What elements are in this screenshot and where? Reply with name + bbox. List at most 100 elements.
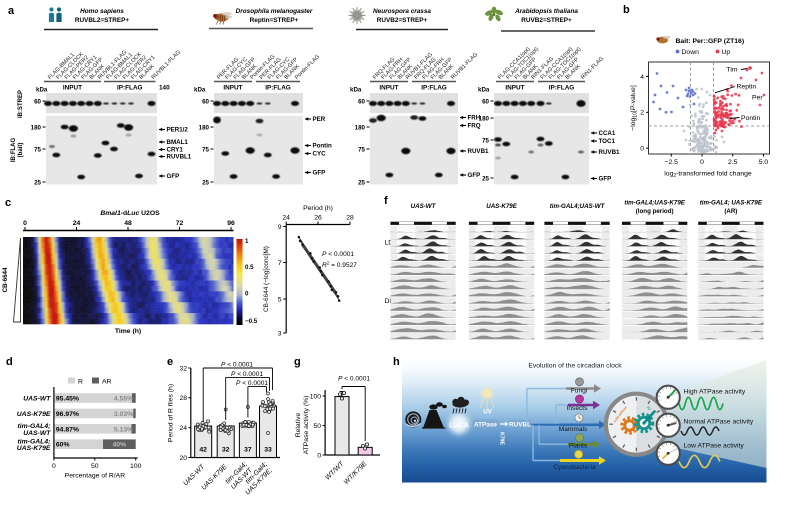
svg-text:IB:STREP: IB:STREP bbox=[18, 90, 24, 118]
svg-text:FRQ: FRQ bbox=[468, 123, 481, 130]
svg-text:CB-6644 (−log[conc]M): CB-6644 (−log[conc]M) bbox=[263, 246, 270, 312]
svg-text:a: a bbox=[8, 5, 15, 17]
svg-text:IP:FLAG: IP:FLAG bbox=[549, 85, 575, 92]
svg-text:50: 50 bbox=[91, 463, 99, 470]
svg-text:Period (h): Period (h) bbox=[303, 205, 333, 212]
svg-text:ATPase: ATPase bbox=[474, 422, 497, 429]
svg-text:25: 25 bbox=[358, 180, 365, 187]
svg-text:R: R bbox=[78, 379, 83, 386]
svg-text:AR: AR bbox=[102, 379, 112, 386]
svg-text:5.0: 5.0 bbox=[759, 159, 769, 166]
svg-text:48: 48 bbox=[124, 220, 132, 227]
svg-text:e: e bbox=[167, 356, 173, 368]
svg-text:7: 7 bbox=[278, 260, 282, 267]
svg-text:Drosophila melanogaster: Drosophila melanogaster bbox=[236, 8, 313, 15]
svg-text:60: 60 bbox=[34, 99, 41, 106]
svg-text:CCA1: CCA1 bbox=[599, 130, 616, 137]
svg-text:CB-6644: CB-6644 bbox=[2, 267, 9, 292]
svg-text:Up: Up bbox=[722, 49, 731, 56]
svg-text:GFP: GFP bbox=[468, 172, 481, 179]
svg-text:Down: Down bbox=[682, 49, 700, 56]
svg-text:Bait: Per::GFP (ZT16): Bait: Per::GFP (ZT16) bbox=[676, 38, 745, 45]
svg-text:180: 180 bbox=[479, 116, 490, 123]
svg-text:Fungi: Fungi bbox=[571, 388, 588, 395]
svg-text:75: 75 bbox=[202, 147, 209, 154]
svg-text:P < 0.0001: P < 0.0001 bbox=[236, 380, 268, 387]
svg-text:100: 100 bbox=[130, 463, 142, 470]
svg-text:0: 0 bbox=[245, 291, 249, 298]
svg-text:25: 25 bbox=[202, 180, 209, 187]
svg-text:RUVBL2=STREP+: RUVBL2=STREP+ bbox=[75, 17, 130, 24]
svg-text:0: 0 bbox=[700, 159, 704, 166]
svg-text:GFP: GFP bbox=[599, 176, 612, 183]
svg-text:25: 25 bbox=[482, 176, 489, 183]
svg-text:0: 0 bbox=[52, 463, 56, 470]
svg-text:TOC1: TOC1 bbox=[599, 138, 616, 145]
svg-text:b: b bbox=[623, 4, 630, 16]
svg-text:28: 28 bbox=[179, 395, 187, 402]
svg-text:60: 60 bbox=[482, 99, 489, 106]
svg-text:Plants: Plants bbox=[569, 443, 588, 450]
svg-text:4.55%: 4.55% bbox=[114, 396, 133, 403]
svg-text:Cyanobacteria: Cyanobacteria bbox=[553, 464, 596, 471]
svg-text:INPUT: INPUT bbox=[505, 85, 524, 92]
svg-text:UAS-WT: UAS-WT bbox=[411, 203, 437, 210]
svg-text:CRY1: CRY1 bbox=[167, 147, 184, 154]
svg-text:32: 32 bbox=[222, 447, 230, 454]
svg-text:Percentage of R/AR: Percentage of R/AR bbox=[65, 473, 126, 480]
svg-text:26: 26 bbox=[314, 215, 322, 222]
svg-text:100: 100 bbox=[310, 393, 322, 400]
svg-text:24: 24 bbox=[282, 215, 290, 222]
svg-text:0: 0 bbox=[640, 146, 644, 153]
svg-text:IP:FLAG: IP:FLAG bbox=[117, 85, 143, 92]
svg-text:GFP: GFP bbox=[167, 173, 180, 180]
svg-text:Pontin: Pontin bbox=[313, 143, 332, 150]
svg-text:0.5: 0.5 bbox=[245, 264, 254, 271]
svg-text:IP:FLAG: IP:FLAG bbox=[421, 85, 447, 92]
svg-text:−2.5: −2.5 bbox=[665, 159, 679, 166]
svg-text:High ATPase activity: High ATPase activity bbox=[684, 389, 746, 396]
svg-text:180: 180 bbox=[355, 125, 366, 132]
svg-text:33: 33 bbox=[264, 447, 272, 454]
svg-text:60: 60 bbox=[202, 99, 209, 106]
svg-text:Tim: Tim bbox=[726, 67, 737, 74]
svg-text:RUVBL: RUVBL bbox=[509, 422, 531, 429]
svg-text:tim-GAL4;UAS-K79E: tim-GAL4;UAS-K79E bbox=[624, 200, 685, 207]
svg-text:Reptin=STREP+: Reptin=STREP+ bbox=[250, 17, 299, 24]
svg-text:140: 140 bbox=[159, 85, 170, 92]
svg-text:UAS-K79E: UAS-K79E bbox=[17, 445, 51, 452]
svg-text:24: 24 bbox=[179, 425, 187, 432]
svg-text:Mammals: Mammals bbox=[559, 426, 588, 433]
svg-text:96: 96 bbox=[227, 220, 235, 227]
svg-text:Homo sapiens: Homo sapiens bbox=[80, 8, 124, 15]
svg-text:Evolution of the circadian clo: Evolution of the circadian clock bbox=[528, 363, 622, 370]
svg-text:PER1/2: PER1/2 bbox=[167, 127, 189, 134]
svg-text:kDa: kDa bbox=[350, 87, 362, 94]
svg-text:Period of R flies (h): Period of R flies (h) bbox=[168, 384, 175, 442]
svg-text:P < 0.0001: P < 0.0001 bbox=[322, 251, 354, 258]
svg-text:kDa: kDa bbox=[478, 87, 490, 94]
svg-text:UAS-K79E: UAS-K79E bbox=[486, 203, 517, 210]
svg-text:180: 180 bbox=[199, 125, 210, 132]
svg-text:1: 1 bbox=[245, 238, 249, 245]
svg-text:24: 24 bbox=[73, 220, 81, 227]
svg-text:(long period): (long period) bbox=[636, 208, 674, 215]
svg-text:94.87%: 94.87% bbox=[56, 426, 79, 433]
svg-text:tim-GAL4;UAS-WT: tim-GAL4;UAS-WT bbox=[550, 203, 606, 210]
svg-text:kDa: kDa bbox=[36, 87, 48, 94]
svg-text:LUCA: LUCA bbox=[449, 421, 469, 430]
svg-text:Neurospora crassa: Neurospora crassa bbox=[373, 8, 431, 15]
svg-text:Bmal1-dLuc U2OS: Bmal1-dLuc U2OS bbox=[100, 210, 160, 217]
svg-text:Per: Per bbox=[752, 95, 763, 102]
svg-text:3.03%: 3.03% bbox=[114, 411, 133, 418]
svg-text:GFP: GFP bbox=[313, 170, 326, 177]
svg-text:P < 0.0001: P < 0.0001 bbox=[231, 371, 263, 378]
svg-text:INPUT: INPUT bbox=[223, 85, 242, 92]
svg-text:kDa: kDa bbox=[194, 87, 206, 94]
svg-text:d: d bbox=[6, 356, 13, 368]
svg-text:P < 0.0001: P < 0.0001 bbox=[338, 376, 370, 383]
svg-text:Low ATPase activity: Low ATPase activity bbox=[684, 443, 745, 450]
svg-text:CYC: CYC bbox=[313, 151, 327, 158]
svg-text:g: g bbox=[294, 356, 301, 368]
svg-text:0: 0 bbox=[23, 220, 27, 227]
